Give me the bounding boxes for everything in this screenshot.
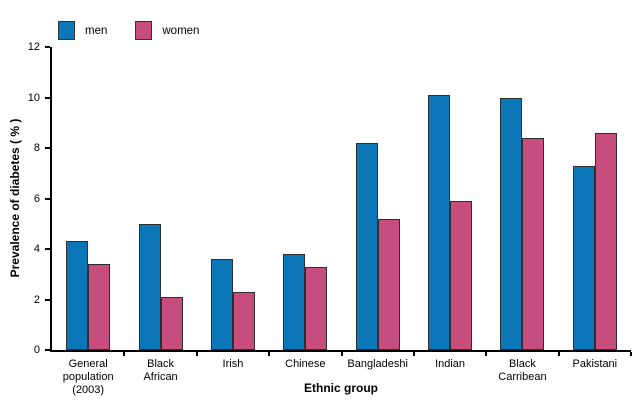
category-label-5: Indian (435, 358, 466, 370)
legend-item-women: women (135, 21, 199, 40)
bar-men-6 (500, 97, 523, 350)
category-label-2: Irish (222, 358, 244, 370)
x-tick (123, 352, 126, 356)
bar-men-0 (66, 241, 89, 350)
y-tick-label: 0 (33, 344, 40, 356)
x-tick (485, 352, 488, 356)
legend-label-women: women (162, 24, 200, 37)
y-axis-line (50, 47, 52, 352)
bar-women-5 (450, 201, 473, 350)
bar-men-4 (355, 142, 378, 350)
x-axis-title: Ethnic group (304, 381, 378, 395)
bar-men-5 (428, 94, 451, 350)
y-tick (45, 298, 50, 301)
y-tick-label: 6 (33, 192, 40, 205)
legend: men women (58, 21, 227, 40)
category-label-7: Pakistani (572, 358, 618, 370)
bar-women-3 (305, 266, 328, 350)
y-tick (45, 349, 50, 351)
bar-men-3 (283, 254, 306, 350)
category-label-1: Black African (143, 358, 178, 383)
bar-women-6 (522, 137, 545, 350)
x-tick (268, 352, 271, 356)
bar-men-2 (210, 259, 233, 350)
y-tick (45, 46, 50, 48)
x-tick (340, 352, 343, 356)
category-label-4: Bangladeshi (347, 358, 408, 370)
legend-swatch-women (135, 21, 153, 40)
y-tick-label: 8 (33, 142, 40, 154)
y-tick (45, 147, 50, 149)
bar-women-1 (160, 296, 183, 350)
category-label-3: Chinese (285, 358, 326, 370)
category-label-0: General population (2003) (62, 358, 114, 396)
bar-men-1 (138, 223, 161, 350)
bar-women-7 (594, 132, 617, 350)
x-tick (630, 352, 632, 356)
bar-men-7 (572, 165, 595, 350)
legend-item-men: men (58, 21, 107, 40)
y-tick (45, 96, 50, 99)
y-tick-label: 4 (33, 243, 40, 255)
y-tick-label: 12 (27, 41, 40, 53)
bar-women-0 (88, 264, 111, 350)
legend-label-men: men (85, 24, 108, 37)
bar-women-2 (232, 291, 255, 350)
y-tick (45, 248, 50, 250)
category-label-6: Black Carribean (498, 358, 547, 383)
y-tick (45, 197, 50, 200)
legend-swatch-men (58, 21, 75, 40)
x-tick (412, 352, 415, 356)
x-tick (195, 352, 198, 356)
x-axis-line (50, 350, 631, 352)
y-tick-label: 2 (33, 293, 40, 306)
y-tick-label: 10 (27, 91, 40, 104)
bar-women-4 (377, 218, 400, 350)
x-tick (557, 352, 560, 356)
